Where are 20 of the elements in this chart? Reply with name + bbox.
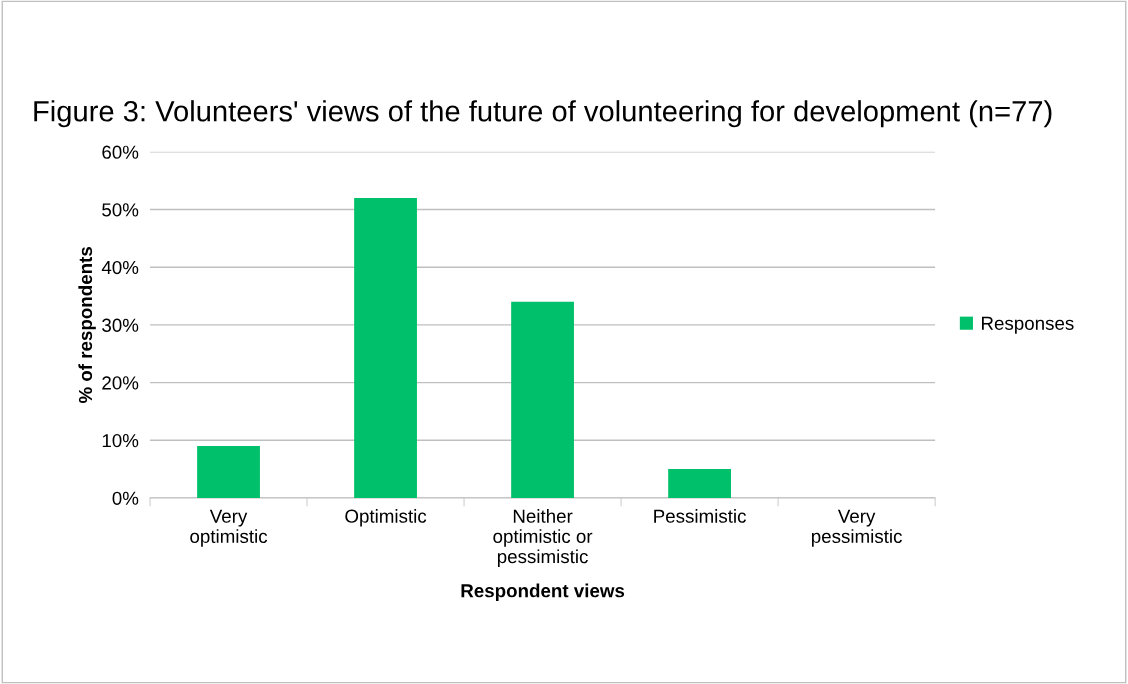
bar: [511, 301, 574, 498]
bar: [197, 446, 260, 498]
y-tick-label: 60%: [102, 145, 139, 159]
x-tick-label: Neither optimistic or pessimistic: [493, 509, 593, 567]
x-tick-label: Very pessimistic: [811, 509, 902, 547]
x-tick-label: Very optimistic: [190, 509, 268, 547]
x-tick-label: Optimistic: [345, 509, 427, 527]
y-axis-title: % of respondents: [78, 247, 96, 404]
y-tick-label: 0%: [112, 491, 139, 505]
y-tick-label: 50%: [102, 203, 139, 217]
y-tick-label: 30%: [102, 318, 139, 332]
bar: [354, 198, 417, 498]
chart-title: Figure 3: Volunteers' views of the future of volunteering for development (n=77): [34, 100, 1052, 128]
x-axis-title: Respondent views: [461, 583, 625, 602]
x-tick-label: Pessimistic: [654, 509, 746, 523]
y-tick-label: 20%: [102, 376, 139, 390]
bar: [668, 469, 731, 498]
y-tick-label: 40%: [101, 260, 139, 275]
y-tick-label: 10%: [102, 433, 139, 448]
legend-label: Responses: [982, 316, 1074, 334]
